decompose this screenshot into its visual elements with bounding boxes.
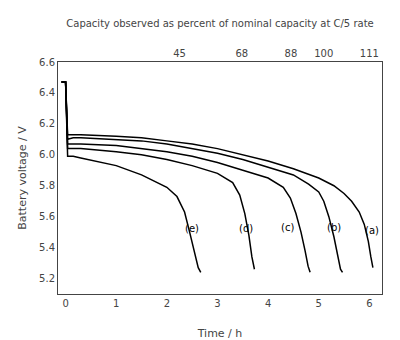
svg-text:5.4: 5.4: [39, 242, 55, 253]
svg-text:5.8: 5.8: [39, 180, 55, 191]
svg-text:68: 68: [235, 48, 248, 59]
svg-text:0: 0: [62, 298, 68, 309]
svg-text:3: 3: [214, 298, 220, 309]
svg-text:5.6: 5.6: [39, 211, 55, 222]
svg-text:6.2: 6.2: [39, 118, 55, 129]
svg-text:(e): (e): [185, 223, 199, 234]
svg-text:5.2: 5.2: [39, 273, 55, 284]
svg-text:88: 88: [285, 48, 298, 59]
svg-text:4: 4: [265, 298, 271, 309]
svg-text:111: 111: [360, 48, 379, 59]
svg-text:6.6: 6.6: [39, 57, 55, 68]
svg-text:6.4: 6.4: [39, 87, 55, 98]
svg-text:(a): (a): [365, 225, 379, 236]
svg-text:2: 2: [164, 298, 170, 309]
svg-text:1: 1: [113, 298, 119, 309]
svg-text:100: 100: [314, 48, 333, 59]
svg-text:6: 6: [366, 298, 372, 309]
svg-text:5: 5: [316, 298, 322, 309]
svg-text:(d): (d): [239, 223, 253, 234]
svg-text:45: 45: [173, 48, 186, 59]
svg-text:Capacity observed as percent o: Capacity observed as percent of nominal …: [66, 18, 373, 29]
svg-text:6.0: 6.0: [39, 149, 55, 160]
svg-text:Time / h: Time / h: [197, 327, 243, 340]
svg-text:(b): (b): [327, 222, 341, 233]
svg-text:Battery voltage / V: Battery voltage / V: [16, 126, 29, 230]
svg-text:(c): (c): [281, 222, 294, 233]
